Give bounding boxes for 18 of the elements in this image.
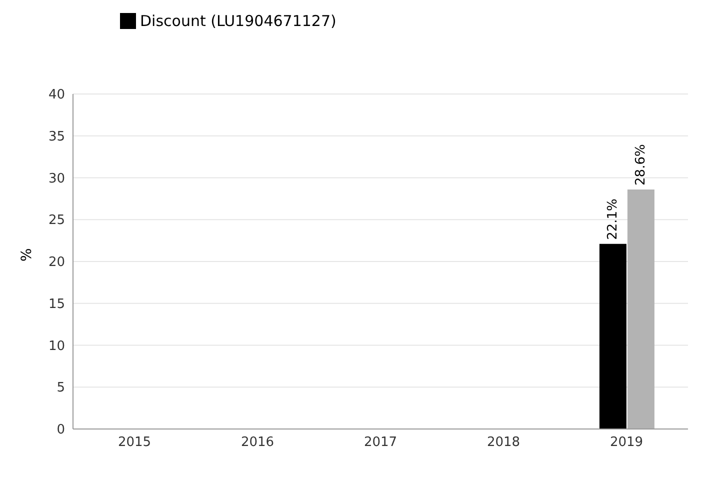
data-label: 28.6% xyxy=(633,144,648,186)
y-tick-label: 15 xyxy=(48,296,65,312)
y-tick-label: 10 xyxy=(48,338,65,354)
legend-label: Discount (LU1904671127) xyxy=(140,12,336,30)
y-tick-label: 25 xyxy=(48,213,65,228)
y-tick-label: 20 xyxy=(48,255,65,270)
y-tick-label: 0 xyxy=(56,422,65,438)
y-tick-label: 5 xyxy=(56,380,65,396)
y-tick-label: 30 xyxy=(48,171,65,186)
x-tick-label: 2019 xyxy=(610,435,644,450)
y-tick-label: 40 xyxy=(48,88,65,103)
x-tick-label: 2015 xyxy=(118,435,152,450)
x-tick-label: 2018 xyxy=(486,435,520,450)
data-label: 22.1% xyxy=(605,198,620,240)
x-tick-label: 2017 xyxy=(364,435,398,450)
x-tick-label: 2016 xyxy=(240,435,274,450)
y-tick-label: 35 xyxy=(48,129,65,144)
y-axis-title: % xyxy=(18,248,35,262)
